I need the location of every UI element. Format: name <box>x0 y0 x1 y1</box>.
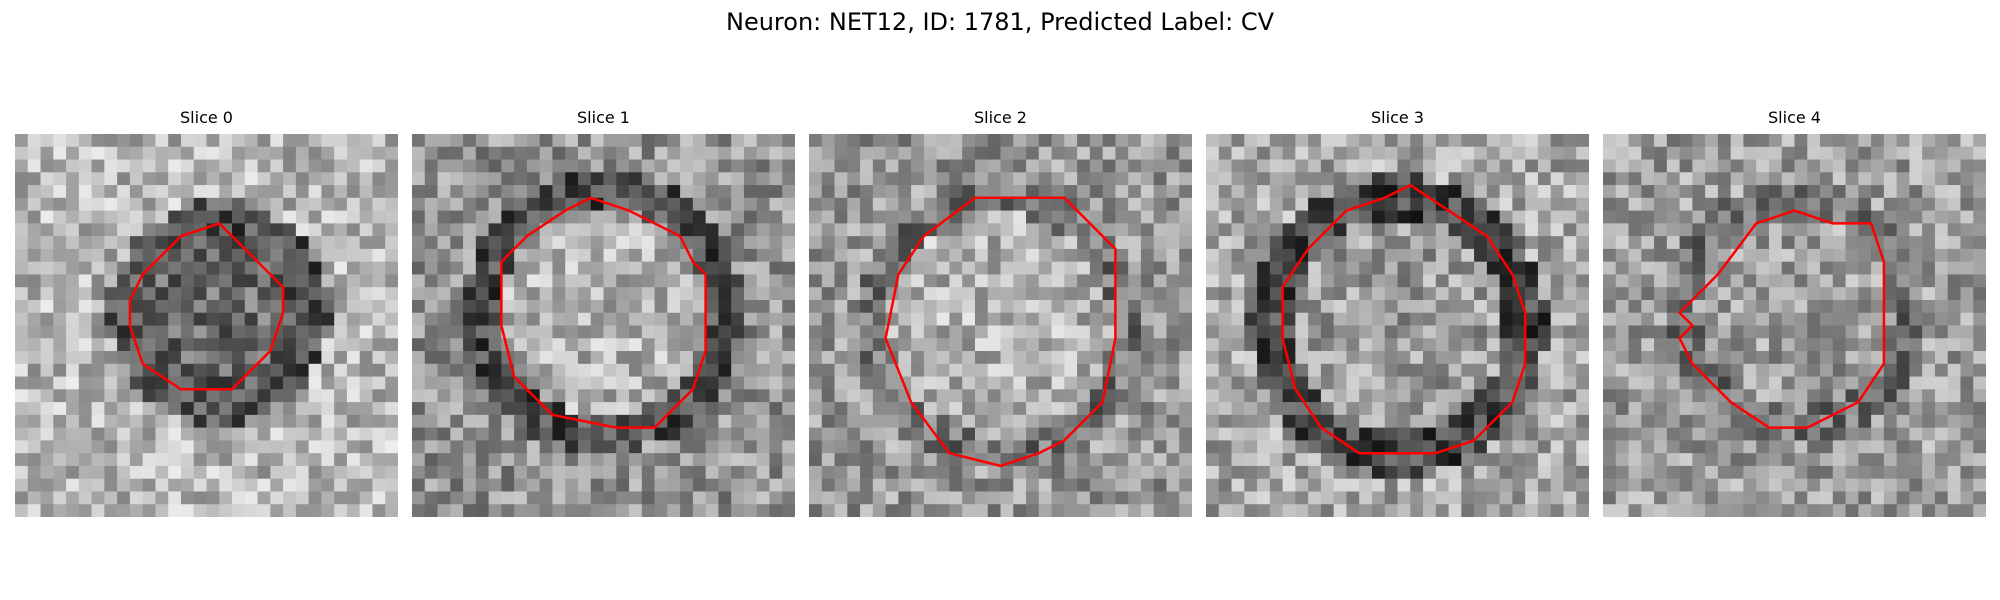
roi-contour <box>1678 209 1886 429</box>
slice-image-0 <box>15 134 398 517</box>
pixel-grid <box>15 134 398 517</box>
slice-panel-3: Slice 3 <box>1206 108 1589 518</box>
slice-image-4 <box>1603 134 1986 517</box>
slice-panel-0: Slice 0 <box>15 108 398 518</box>
pixel-grid <box>412 134 795 517</box>
slice-title-1: Slice 1 <box>577 108 630 127</box>
slice-panel-4: Slice 4 <box>1603 108 1986 518</box>
roi-contour <box>1281 183 1527 455</box>
slice-image-2 <box>809 134 1192 517</box>
roi-contour <box>500 196 707 429</box>
roi-contour <box>884 196 1117 468</box>
slice-title-3: Slice 3 <box>1371 108 1424 127</box>
pixel-grid <box>1603 134 1986 517</box>
roi-contour <box>128 222 285 391</box>
slice-image-3 <box>1206 134 1589 517</box>
slice-title-2: Slice 2 <box>974 108 1027 127</box>
slice-image-1 <box>412 134 795 517</box>
pixel-grid <box>809 134 1192 517</box>
slice-title-0: Slice 0 <box>180 108 233 127</box>
slice-panel-1: Slice 1 <box>412 108 795 518</box>
figure-title: Neuron: NET12, ID: 1781, Predicted Label… <box>726 8 1274 36</box>
slice-title-4: Slice 4 <box>1768 108 1821 127</box>
slice-panel-2: Slice 2 <box>809 108 1192 518</box>
